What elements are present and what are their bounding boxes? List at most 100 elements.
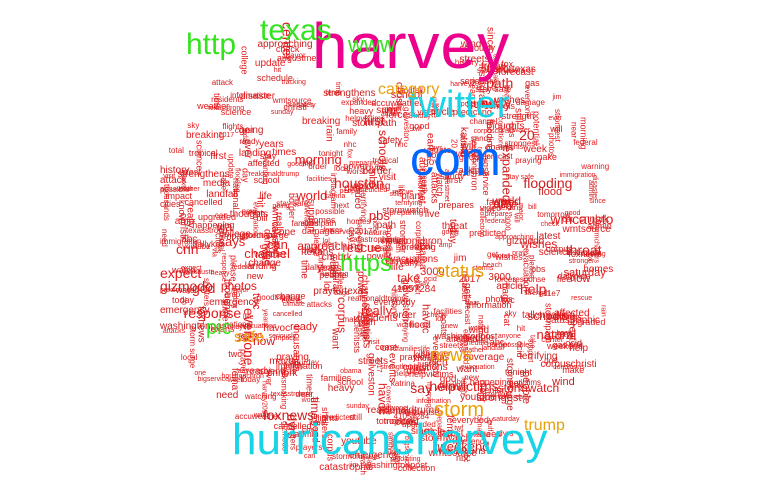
word-flooding: flooding <box>485 118 496 151</box>
word-washingtonpost: washingtonpost <box>364 460 428 471</box>
word-still: still <box>512 108 524 123</box>
word-path: path <box>376 220 397 232</box>
word-corpuschristi: corpuschristi <box>413 220 423 266</box>
word-ready: ready <box>290 320 318 333</box>
word-gas: gas <box>552 340 568 351</box>
word-friday: friday <box>241 128 249 146</box>
word-goodtrip: goodtrip <box>256 292 286 302</box>
word-catastrophic: catastrophic <box>546 315 600 326</box>
word-gov: gov <box>569 340 583 350</box>
word-live: live <box>424 208 440 220</box>
word-collection: collection <box>478 207 486 237</box>
word-youtube: youtube <box>460 392 496 404</box>
word-residents: residents <box>211 95 244 104</box>
word-update: update <box>226 154 236 179</box>
word-make: make <box>534 152 557 163</box>
word-say: say <box>410 380 433 397</box>
word-sunday: sunday <box>466 95 512 112</box>
word-goodtrip: goodtrip <box>287 160 313 168</box>
word-flights: flights <box>315 412 339 423</box>
word-national: national <box>231 177 242 210</box>
word-center: center <box>279 21 296 61</box>
word-happening: happening <box>355 220 363 253</box>
word-youtube: youtube <box>341 436 377 447</box>
word-check: check <box>275 44 300 55</box>
word-dallykos: dallykos <box>192 239 225 250</box>
word-new: new <box>464 372 479 382</box>
word-world: world <box>296 187 328 203</box>
word-ocid: ocid <box>423 275 437 283</box>
word-surge: surge <box>220 299 231 322</box>
word-predicted: predicted <box>358 186 388 194</box>
word-like: like <box>243 314 254 322</box>
word-storm-chasers: stormchasers <box>592 221 600 264</box>
word-major: major <box>231 286 249 294</box>
word-everybody: everybody <box>430 335 441 378</box>
word-flood: flood <box>538 185 563 198</box>
word-everybody: everybody <box>451 415 494 426</box>
word-know: know <box>177 200 187 222</box>
word-realdonaldtrump: realdonaldtrump <box>367 404 440 416</box>
word-wishes: wishes <box>520 237 558 251</box>
word-n41057284: 41057284 <box>391 284 436 295</box>
word-mayor: mayor <box>283 50 306 60</box>
word-n3000: 3000 <box>503 214 511 231</box>
word-stormwatch: stormwatch <box>382 205 429 216</box>
word-tonight: tonight <box>505 367 533 378</box>
word-attacks: attacks <box>428 172 440 204</box>
word-will: will <box>550 124 563 135</box>
word-instagram: instagram <box>566 247 602 257</box>
word-evacuations: evacuations <box>384 254 439 266</box>
word-now: now <box>570 273 591 285</box>
word-killed: killed <box>281 294 300 304</box>
word-storm-path: stormpath <box>352 117 397 129</box>
word-rescue: rescue <box>342 239 382 255</box>
word-lol: lol <box>320 281 332 292</box>
word-gas: gas <box>525 78 540 89</box>
word-national: national <box>476 315 486 344</box>
word-friday: friday <box>413 113 431 121</box>
word-gizmodo: gizmodo <box>280 421 290 452</box>
word-just: just <box>302 157 315 167</box>
word-times: times <box>304 374 315 396</box>
word-god: god <box>544 356 558 366</box>
word-worst: worst <box>492 252 510 260</box>
word-harvey2017: harvey2017 <box>450 81 487 89</box>
word-pray: pray <box>551 328 571 340</box>
word-thousands: thousands <box>290 325 302 372</box>
word-day: day <box>346 226 357 242</box>
word-wind: wind <box>460 38 482 50</box>
word-safe: safe <box>234 329 265 346</box>
word-get: get <box>508 377 522 388</box>
word-stronger: stronger <box>421 348 451 358</box>
word-friday: friday <box>481 60 506 72</box>
word-world: world <box>492 194 522 208</box>
word-dear: dear <box>295 389 314 400</box>
word-attack: attack <box>211 77 234 87</box>
word-years: years <box>259 138 284 150</box>
word-god: god <box>439 373 457 385</box>
word-scientists: scientists <box>360 302 373 348</box>
word-make: make <box>562 365 585 375</box>
word-now: now <box>253 334 276 349</box>
word-cities: cities <box>160 199 181 210</box>
word-watching: watching <box>244 392 277 402</box>
word-still: still <box>389 191 400 198</box>
word-youtube: youtube <box>182 242 211 252</box>
word-n2017: 2017 <box>458 274 481 286</box>
word-houstonchron: houstonchron <box>221 373 264 381</box>
word-anyone: anyone <box>397 284 421 292</box>
word-twc: twc <box>249 292 262 310</box>
word-can: can <box>304 452 316 460</box>
word-college: college <box>242 209 265 217</box>
word-say: say <box>418 280 430 288</box>
word-center: center <box>479 384 505 395</box>
word-morning: morning <box>294 152 342 168</box>
word-amp: amp <box>438 241 453 249</box>
word-damage: damage <box>261 228 273 266</box>
word-new: new <box>445 322 459 330</box>
word-history: history <box>454 57 479 67</box>
word-affected: affected <box>247 158 280 169</box>
word-n2017: 2017 <box>375 357 382 373</box>
word-gas: gas <box>259 244 270 261</box>
